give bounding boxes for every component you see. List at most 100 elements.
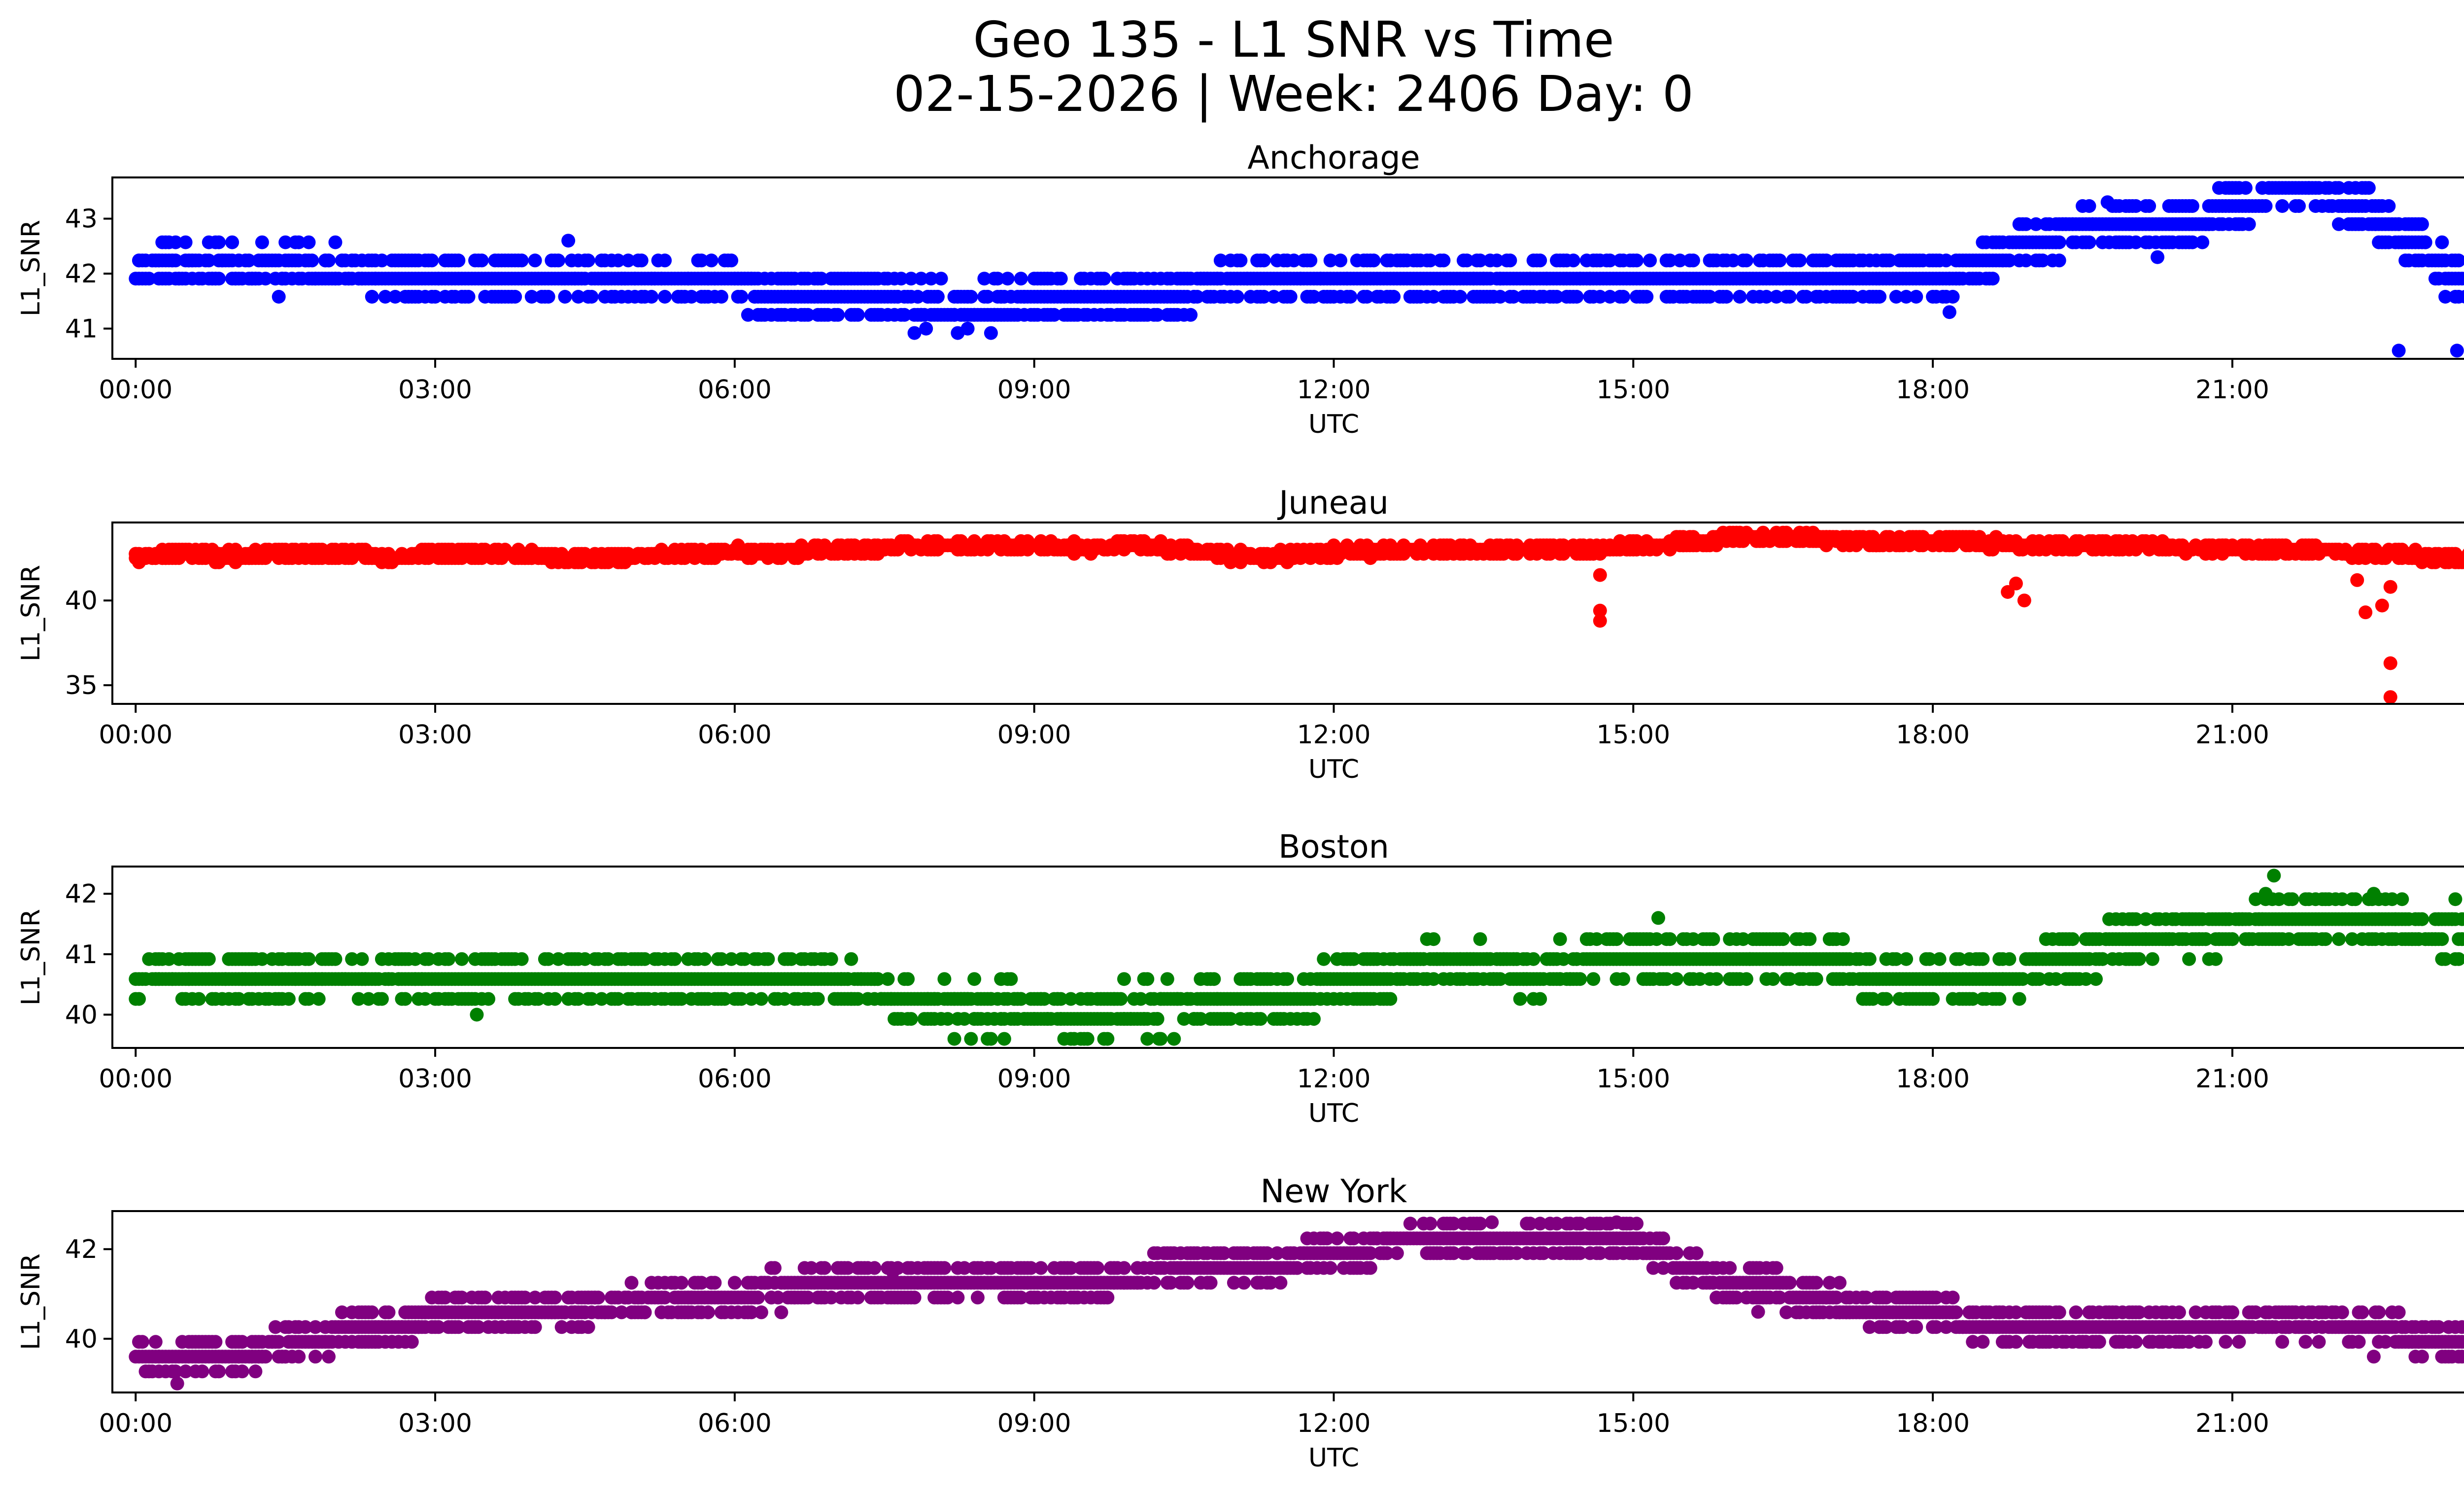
scatter-point-anchorage-1552 xyxy=(960,321,975,336)
scatter-point-anchorage-93 xyxy=(278,235,293,249)
scatter-point-boston-632 xyxy=(1133,992,1148,1006)
scatter-point-boston-453 xyxy=(844,952,858,966)
scatter-point-anchorage-1019 xyxy=(1703,290,1717,304)
scatter-point-anchorage-1481 xyxy=(2415,217,2429,231)
scatter-point-anchorage-1223 xyxy=(2019,253,2033,268)
scatter-point-anchorage-500 xyxy=(904,272,918,286)
scatter-point-anchorage-1410 xyxy=(2315,163,2329,176)
scatter-point-anchorage-1505 xyxy=(2458,290,2464,304)
scatter-point-anchorage-723 xyxy=(1233,253,1248,268)
scatter-point-new-york-88 xyxy=(272,1335,286,1349)
scatter-point-boston-1354 xyxy=(2285,892,2299,906)
y-tick-label-anchorage-1: 42 xyxy=(65,259,98,289)
scatter-point-boston-1350 xyxy=(2282,932,2296,946)
scatter-point-anchorage-552 xyxy=(984,326,998,340)
scatter-point-boston-821 xyxy=(1427,972,1441,986)
scatter-point-anchorage-566 xyxy=(1000,272,1015,286)
scatter-point-anchorage-1385 xyxy=(2275,199,2290,213)
scatter-point-anchorage-157 xyxy=(388,290,402,304)
scatter-point-anchorage-1303 xyxy=(2142,199,2156,213)
scatter-point-anchorage-778 xyxy=(1323,253,1337,268)
x-tick-label-anchorage-7: 21:00 xyxy=(2195,375,2269,405)
scatter-point-boston-1254 xyxy=(2132,952,2146,966)
scatter-point-boston-296 xyxy=(601,952,616,966)
subplot-title-new-york: New York xyxy=(1261,1173,1407,1210)
scatter-point-boston-508 xyxy=(941,1012,955,1026)
scatter-point-anchorage-1230 xyxy=(2029,217,2043,231)
scatter-point-boston-1261 xyxy=(2145,952,2159,966)
scatter-point-boston-1460 xyxy=(2452,952,2464,966)
x-axis-label-anchorage: UTC xyxy=(1308,410,1359,439)
scatter-point-boston-178 xyxy=(408,952,422,966)
scatter-point-boston-285 xyxy=(584,992,599,1006)
scatter-point-boston-1158 xyxy=(1976,952,1990,966)
scatter-point-boston-984 xyxy=(1693,972,1707,986)
scatter-point-boston-430 xyxy=(811,992,825,1006)
scatter-point-boston-114 xyxy=(302,992,316,1006)
scatter-point-juneau-1552 xyxy=(2383,656,2397,670)
scatter-point-boston-37 xyxy=(192,992,206,1006)
scatter-point-boston-261 xyxy=(541,952,555,966)
scatter-point-new-york-12 xyxy=(148,1335,163,1349)
scatter-point-boston-187 xyxy=(421,952,436,966)
scatter-point-anchorage-377 xyxy=(734,290,749,304)
scatter-point-boston-487 xyxy=(901,972,915,986)
scatter-point-anchorage-28 xyxy=(169,253,183,268)
scatter-point-boston-893 xyxy=(1533,992,1547,1006)
scatter-point-anchorage-1244 xyxy=(2052,253,2066,268)
scatter-point-anchorage-1173 xyxy=(1939,253,1953,268)
scatter-point-boston-346 xyxy=(674,992,688,1006)
scatter-point-anchorage-1074 xyxy=(1793,253,1807,268)
scatter-point-anchorage-574 xyxy=(1014,272,1028,286)
scatter-point-new-york-190 xyxy=(431,1320,445,1334)
scatter-point-anchorage-1038 xyxy=(1733,290,1747,304)
x-tick-label-juneau-3: 09:00 xyxy=(997,720,1071,750)
scatter-point-boston-790 xyxy=(1383,992,1398,1006)
scatter-point-boston-1091 xyxy=(1862,952,1877,966)
scatter-point-anchorage-711 xyxy=(1213,253,1228,268)
scatter-point-anchorage-505 xyxy=(911,290,925,304)
y-tick-label-boston-1: 41 xyxy=(65,940,98,970)
scatter-point-boston-120 xyxy=(311,992,326,1006)
scatter-point-anchorage-694 xyxy=(1190,290,1204,304)
scatter-point-boston-621 xyxy=(1114,992,1128,1006)
scatter-point-boston-1514 xyxy=(2366,887,2381,901)
scatter-point-new-york-115 xyxy=(322,1350,336,1364)
scatter-point-boston-400 xyxy=(761,952,775,966)
scatter-point-boston-507 xyxy=(937,972,952,986)
scatter-point-boston-1416 xyxy=(2385,892,2399,906)
scatter-point-anchorage-598 xyxy=(1047,308,1061,322)
scatter-point-new-york-110 xyxy=(308,1320,322,1334)
scatter-point-anchorage-54 xyxy=(212,272,226,286)
scatter-point-anchorage-1557 xyxy=(2100,195,2115,209)
scatter-point-boston-254 xyxy=(531,992,546,1006)
scatter-point-boston-407 xyxy=(778,992,792,1006)
scatter-point-boston-1510 xyxy=(1152,1032,1166,1046)
scatter-point-anchorage-345 xyxy=(684,290,699,304)
scatter-point-anchorage-690 xyxy=(1184,308,1198,322)
scatter-point-anchorage-1077 xyxy=(1799,290,1814,304)
scatter-point-new-york-27 xyxy=(178,1364,193,1379)
scatter-point-anchorage-438 xyxy=(814,272,828,286)
x-tick-label-boston-0: 00:00 xyxy=(99,1064,172,1094)
scatter-point-boston-865 xyxy=(1493,972,1507,986)
x-tick-label-anchorage-4: 12:00 xyxy=(1297,375,1371,405)
scatter-point-anchorage-982 xyxy=(1640,290,1654,304)
y-tick-label-anchorage-0: 41 xyxy=(65,314,98,344)
scatter-point-boston-921 xyxy=(1586,972,1601,986)
scatter-point-boston-469 xyxy=(871,972,885,986)
scatter-point-anchorage-508 xyxy=(914,272,928,286)
scatter-point-boston-1058 xyxy=(1809,972,1823,986)
x-tick-label-anchorage-3: 09:00 xyxy=(997,375,1071,405)
scatter-point-anchorage-1144 xyxy=(1899,290,1914,304)
scatter-point-boston-523 xyxy=(964,1032,978,1046)
scatter-point-anchorage-331 xyxy=(658,290,672,304)
scatter-point-new-york-269 xyxy=(548,1290,562,1305)
scatter-point-juneau-1542 xyxy=(1593,568,1607,582)
scatter-point-anchorage-1067 xyxy=(1782,290,1797,304)
scatter-point-boston-246 xyxy=(514,952,529,966)
scatter-point-new-york-86 xyxy=(268,1320,282,1334)
scatter-point-boston-263 xyxy=(548,992,562,1006)
scatter-point-boston-1386 xyxy=(2335,892,2349,906)
scatter-point-anchorage-496 xyxy=(897,308,912,322)
